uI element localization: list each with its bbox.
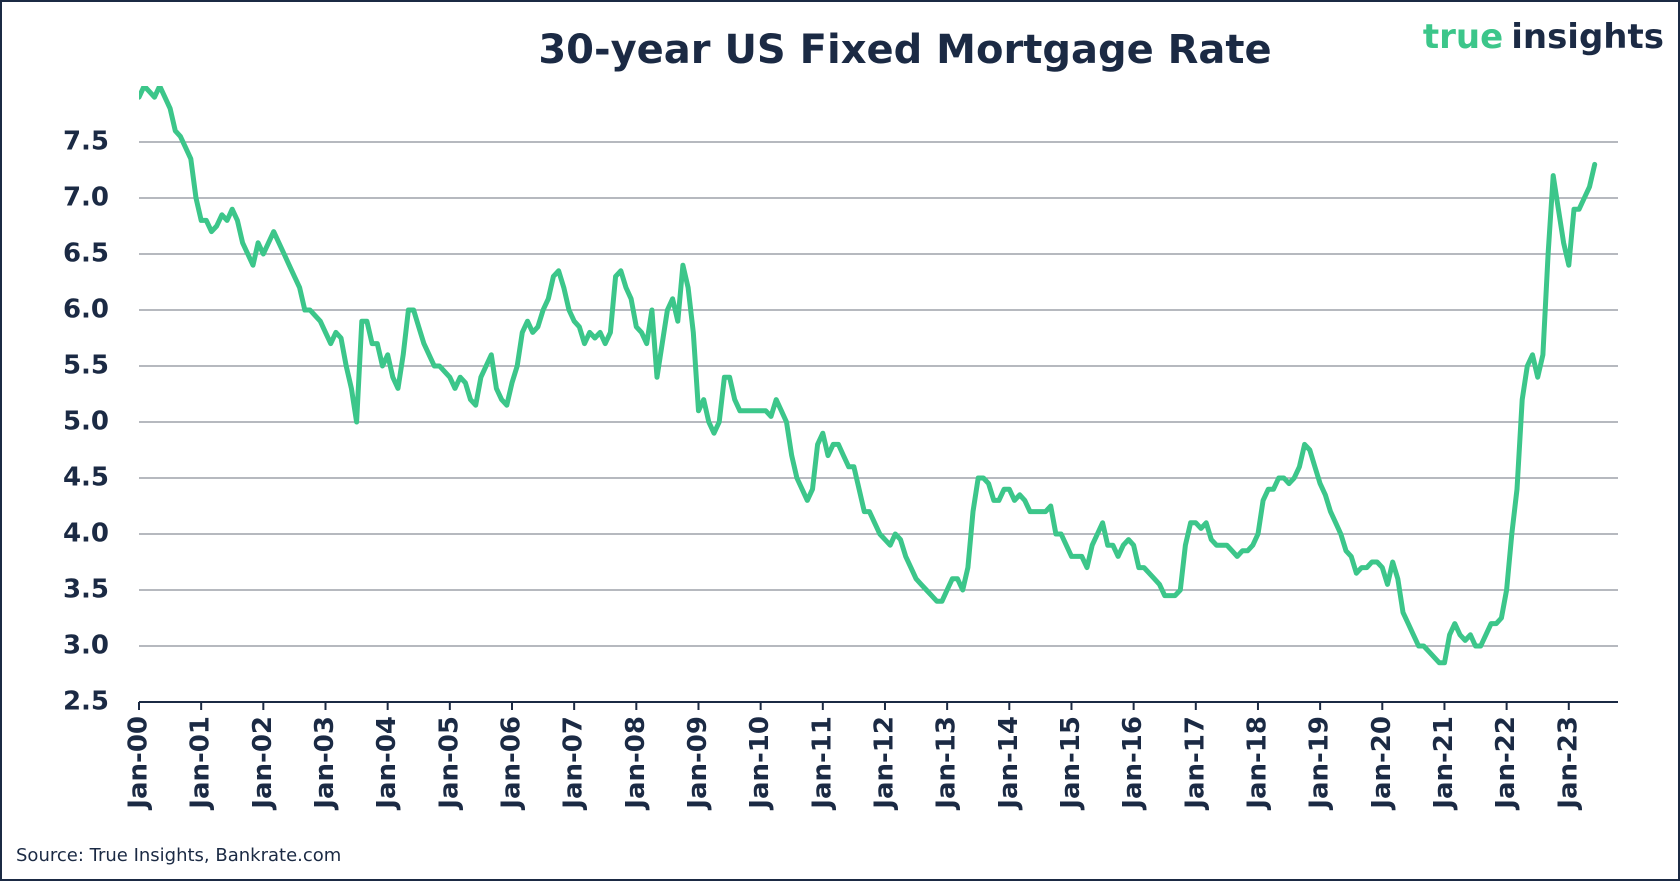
rate-line: [139, 86, 1598, 666]
x-tick-label: Jan-04: [372, 716, 402, 811]
y-tick-label: 3.5: [63, 575, 109, 605]
x-tick-label: Jan-09: [683, 716, 713, 811]
y-tick-label: 7.5: [63, 127, 109, 157]
x-tick-label: Jan-18: [1242, 716, 1272, 811]
x-tick-label: Jan-13: [932, 716, 962, 811]
source-note: Source: True Insights, Bankrate.com: [16, 845, 341, 866]
logo-part: insights: [1511, 17, 1664, 57]
x-tick-label: Jan-06: [496, 716, 526, 811]
logo: true insights: [1423, 17, 1664, 57]
x-tick-label: Jan-11: [807, 716, 837, 811]
logo-part: true: [1423, 17, 1503, 57]
y-tick-label: 5.0: [63, 407, 109, 437]
x-tick-label: Jan-20: [1367, 716, 1397, 811]
x-tick-label: Jan-23: [1553, 716, 1583, 811]
y-tick-label: 4.0: [63, 519, 109, 549]
x-tick-label: Jan-00: [124, 716, 154, 811]
x-tick-label: Jan-17: [1180, 716, 1210, 811]
x-tick-label: Jan-02: [248, 716, 278, 811]
x-tick-label: Jan-14: [994, 716, 1024, 811]
x-tick-label: Jan-21: [1429, 716, 1459, 811]
y-tick-label: 7.0: [63, 183, 109, 213]
y-tick-label: 6.5: [63, 239, 109, 269]
y-tick-label: 2.5: [63, 687, 109, 717]
x-tick-label: Jan-19: [1305, 716, 1335, 811]
chart-title: 30-year US Fixed Mortgage Rate: [538, 27, 1271, 73]
x-tick-label: Jan-01: [186, 716, 216, 811]
x-tick-label: Jan-08: [621, 716, 651, 811]
x-tick-label: Jan-15: [1056, 716, 1086, 811]
y-tick-label: 5.5: [63, 351, 109, 381]
x-tick-label: Jan-05: [434, 716, 464, 811]
x-tick-label: Jan-16: [1118, 716, 1148, 811]
x-tick-label: Jan-07: [559, 716, 589, 811]
x-tick-label: Jan-03: [310, 716, 340, 811]
x-tick-label: Jan-12: [869, 716, 899, 811]
y-tick-label: 6.0: [63, 295, 109, 325]
y-tick-label: 3.0: [63, 631, 109, 661]
x-tick-label: Jan-22: [1491, 716, 1521, 811]
y-tick-label: 4.5: [63, 463, 109, 493]
x-tick-label: Jan-10: [745, 716, 775, 811]
